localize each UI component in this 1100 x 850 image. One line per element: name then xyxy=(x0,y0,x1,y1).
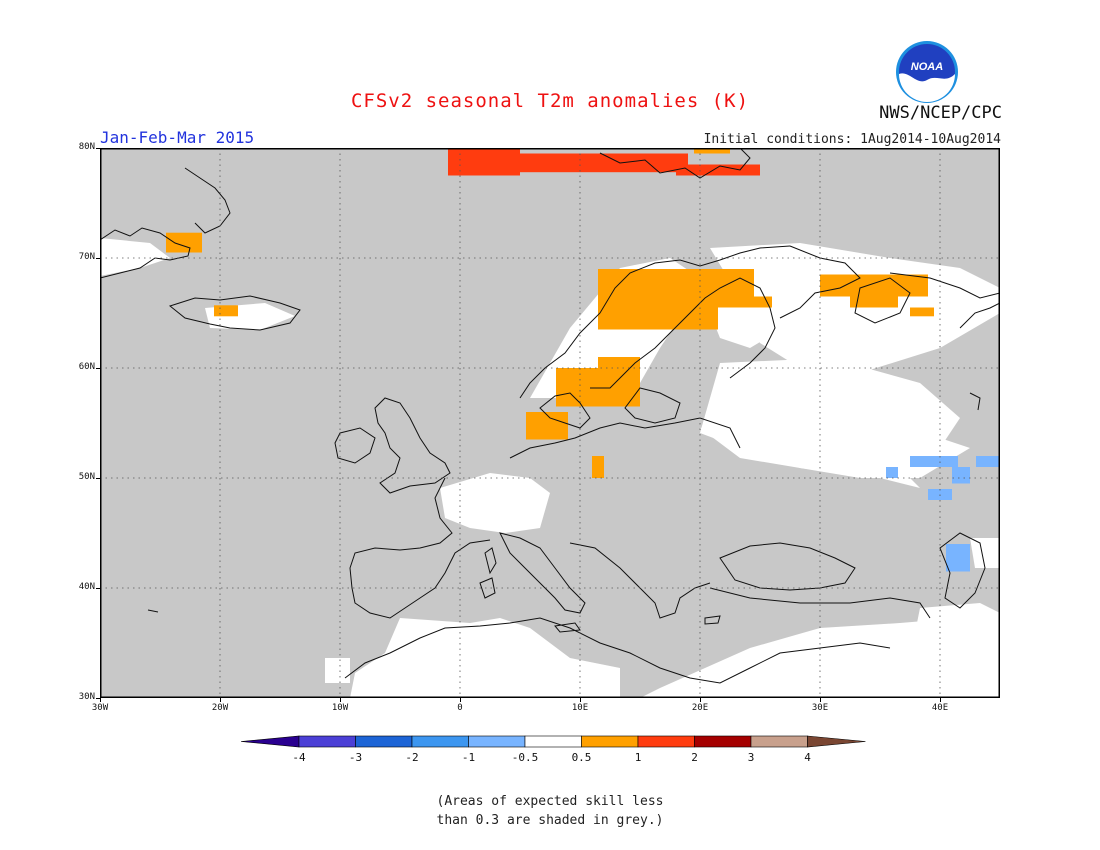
lat-tick-mark xyxy=(96,258,100,259)
colorbar-label: -4 xyxy=(292,751,306,764)
lon-tick-label: 30E xyxy=(811,703,829,713)
lon-tick-mark xyxy=(100,698,101,702)
anomaly-cell-orange xyxy=(592,456,604,478)
anomaly-cell-lightblue xyxy=(886,467,898,478)
anomaly-cell-lightblue xyxy=(976,456,1000,467)
lat-tick-mark xyxy=(96,148,100,149)
colorbar-label: 1 xyxy=(635,751,642,764)
colorbar-swatch xyxy=(581,735,639,748)
colorbar-swatch xyxy=(468,735,526,748)
anomaly-cell-orange xyxy=(526,412,568,440)
colorbar-label: 3 xyxy=(748,751,755,764)
lon-tick-mark xyxy=(700,698,701,702)
lon-tick-mark xyxy=(820,698,821,702)
skill-note: (Areas of expected skill less than 0.3 a… xyxy=(0,792,1100,830)
colorbar-swatch xyxy=(750,735,808,748)
skill-note-line-2: than 0.3 are shaded in grey.) xyxy=(436,813,664,828)
lat-tick-label: 70N xyxy=(78,252,95,262)
lon-tick-mark xyxy=(940,698,941,702)
anomaly-cell-orange xyxy=(166,232,202,253)
lon-tick-mark xyxy=(580,698,581,702)
anomaly-cell-orange xyxy=(748,296,772,308)
anomaly-cell-orange xyxy=(694,269,754,308)
colorbar-label: 4 xyxy=(804,751,811,764)
lat-tick-label: 60N xyxy=(78,362,95,372)
map-title: CFSv2 seasonal T2m anomalies (K) xyxy=(350,90,750,112)
colorbar-swatch xyxy=(524,735,582,748)
anomaly-map xyxy=(99,147,1001,702)
colorbar-label: -3 xyxy=(349,751,362,764)
anomaly-cell-orange xyxy=(820,274,928,297)
noaa-logo-icon: NOAA xyxy=(895,40,959,108)
coastlines xyxy=(100,148,1000,684)
anomaly-cell-orange xyxy=(694,148,730,154)
colorbar-label: -2 xyxy=(405,751,418,764)
lat-tick-label: 50N xyxy=(78,472,95,482)
lon-tick-label: 10E xyxy=(571,703,589,713)
colorbar-max-arrow xyxy=(807,735,866,748)
colorbar-swatch xyxy=(411,735,469,748)
colorbar-swatch xyxy=(355,735,413,748)
colorbar-swatch xyxy=(298,735,356,748)
initial-conditions: Initial conditions: 1Aug2014-10Aug2014 xyxy=(703,132,1001,147)
anomaly-cell-orange xyxy=(214,305,238,317)
anomaly-cell-lightblue xyxy=(946,544,970,572)
anomaly-cell-red xyxy=(676,164,760,176)
lon-tick-mark xyxy=(460,698,461,702)
colorbar-label: 2 xyxy=(691,751,698,764)
anomaly-cell-orange xyxy=(850,296,898,308)
colorbar-label: -1 xyxy=(462,751,475,764)
noaa-logo-text: NOAA xyxy=(911,61,943,73)
lat-tick-mark xyxy=(96,698,100,699)
anomaly-cell-lightblue xyxy=(910,456,958,467)
lon-tick-mark xyxy=(340,698,341,702)
forecast-period: Jan-Feb-Mar 2015 xyxy=(100,128,255,147)
colorbar-swatch xyxy=(637,735,695,748)
lon-tick-label: 10W xyxy=(331,703,349,713)
anomaly-cell-orange xyxy=(910,307,934,317)
skill-note-line-1: (Areas of expected skill less xyxy=(436,794,664,809)
colorbar-min-arrow xyxy=(240,735,300,748)
lon-tick-label: 40E xyxy=(931,703,949,713)
lon-tick-label: 20W xyxy=(211,703,229,713)
lon-tick-label: 30W xyxy=(91,703,109,713)
lat-tick-mark xyxy=(96,478,100,479)
anomaly-cell-lightblue xyxy=(952,467,970,484)
lon-tick-label: 20E xyxy=(691,703,709,713)
lat-tick-label: 80N xyxy=(78,142,95,152)
colorbar-label: -0.5 xyxy=(512,751,539,764)
agency-label: NWS/NCEP/CPC xyxy=(879,103,1002,123)
colorbar-swatch xyxy=(694,735,752,748)
lat-tick-label: 30N xyxy=(78,692,95,702)
colorbar: -4 -3 -2 -1 -0.5 0.5 1 2 3 4 xyxy=(240,732,880,776)
map-graticule xyxy=(100,148,1000,698)
lon-tick-label: 0 xyxy=(457,703,463,713)
lat-tick-label: 40N xyxy=(78,582,95,592)
colorbar-label: 0.5 xyxy=(572,751,592,764)
lon-tick-mark xyxy=(220,698,221,702)
anomaly-cell-red xyxy=(484,153,688,173)
anomaly-cell-orange xyxy=(556,368,640,407)
anomaly-cell-orange xyxy=(598,357,640,368)
lat-tick-mark xyxy=(96,368,100,369)
lat-tick-mark xyxy=(96,588,100,589)
